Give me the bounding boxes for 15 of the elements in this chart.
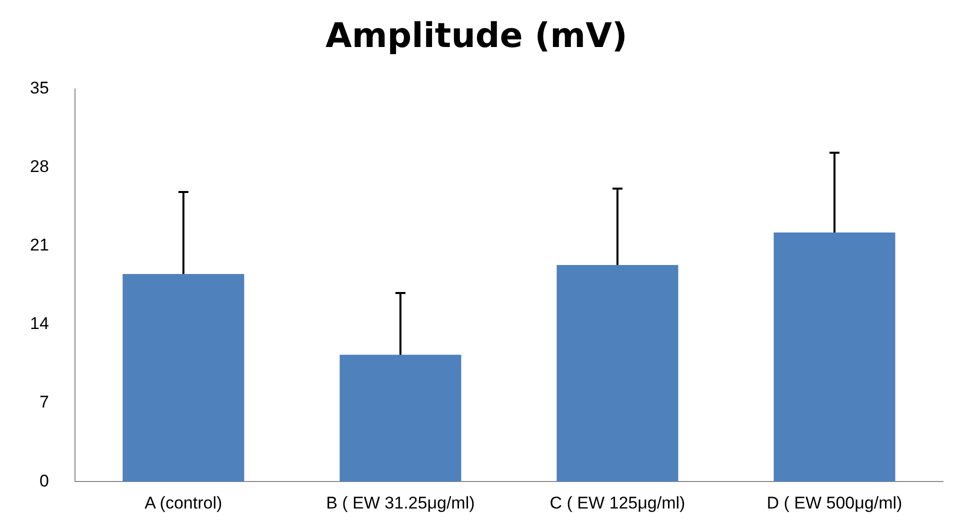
bar: [556, 265, 678, 482]
bar: [774, 232, 896, 482]
x-tick-label: C ( EW 125μg/ml): [550, 493, 686, 512]
y-tick-label: 7: [39, 392, 49, 412]
bar: [340, 354, 462, 482]
x-tick-label: B ( EW 31.25μg/ml): [326, 493, 475, 512]
x-tick-label: D ( EW 500μg/ml): [766, 493, 902, 512]
y-tick-label: 28: [30, 157, 49, 176]
x-tick-label: A (control): [144, 493, 222, 512]
chart-title: Amplitude (mV): [326, 16, 628, 56]
y-tick-label: 14: [30, 314, 49, 334]
y-tick-label: 21: [30, 236, 49, 255]
y-tick-label: 0: [39, 471, 49, 490]
y-tick-label: 35: [30, 78, 49, 98]
bar: [122, 274, 244, 482]
